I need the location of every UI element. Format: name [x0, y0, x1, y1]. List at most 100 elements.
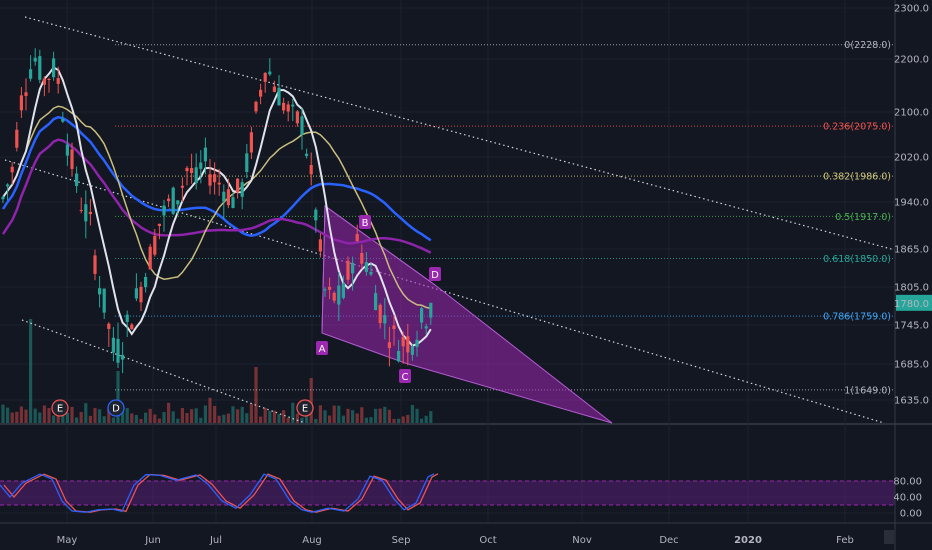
volume-bar [102, 416, 106, 423]
pattern-point-marker [429, 267, 441, 281]
price-tick-label: 1940.0 [894, 198, 929, 209]
candle-body [231, 197, 235, 208]
candle-body [383, 315, 387, 324]
volume-bar [10, 412, 14, 423]
candle-body [75, 173, 79, 186]
fib-level-label: 0.618(1850.0) [823, 254, 891, 265]
volume-bar [410, 405, 414, 423]
volume-bar [300, 417, 304, 423]
time-tick-label: Oct [479, 535, 496, 546]
candle-body [84, 204, 88, 222]
volume-bar [24, 409, 28, 423]
candle-body [360, 252, 364, 264]
volume-bar [374, 408, 378, 423]
volume-bar [240, 406, 244, 423]
volume-bar [56, 410, 60, 423]
volume-bar [295, 413, 299, 423]
candle-body [130, 324, 134, 330]
volume-bar [194, 408, 198, 423]
volume-bar [314, 418, 318, 423]
volume-bar [88, 415, 92, 423]
volume-bar [180, 407, 184, 423]
candle-body [346, 260, 350, 280]
event-marker [107, 399, 125, 417]
candle-body [157, 223, 161, 226]
stochastic-band [0, 481, 895, 505]
candle-body [277, 87, 281, 106]
time-tick-label: Nov [572, 535, 592, 546]
candle-body [300, 116, 304, 135]
fib-level-label: 0.786(1759.0) [823, 312, 891, 323]
candle-body [116, 338, 120, 363]
volume-bar [360, 407, 364, 423]
volume-bar [254, 367, 258, 423]
volume-bar [268, 410, 272, 423]
volume-bar [121, 408, 125, 423]
candle-body [213, 174, 217, 183]
candle-body [337, 285, 341, 305]
volume-bar [84, 403, 88, 423]
volume-bar [323, 410, 327, 423]
pattern-point-label: D [431, 270, 439, 281]
candle-body [282, 102, 286, 111]
candle-body [263, 72, 267, 82]
volume-bar [144, 412, 148, 423]
candle-body [328, 286, 332, 290]
volume-bar [93, 408, 97, 423]
oscillator-tick-label: 0.00 [900, 509, 922, 520]
candle-body [355, 234, 359, 241]
volume-bar [309, 378, 313, 423]
fib-level-label: 0(2228.0) [844, 40, 891, 51]
volume-bar [1, 404, 5, 423]
last-price-label: 1780.0 [894, 299, 929, 310]
candle-body [167, 198, 171, 202]
candle-body [56, 78, 60, 84]
volume-bar [272, 410, 276, 423]
stochastic-d-line [3, 473, 439, 513]
volume-bar [341, 415, 345, 423]
candle-body [10, 166, 14, 173]
trend-lines [4, 16, 896, 424]
candle-body [286, 104, 290, 112]
candle-body [314, 209, 318, 221]
candle-body [107, 323, 111, 329]
candle-body [397, 350, 401, 362]
volume-bar [29, 319, 33, 423]
volume-bar [378, 408, 382, 423]
moving-average-white [2, 66, 432, 347]
pattern-point-label: C [402, 372, 409, 383]
price-tick-label: 2020.0 [894, 153, 929, 164]
volume-bar [217, 415, 221, 423]
volume-bar [98, 409, 102, 423]
price-tick-label: 1685.0 [894, 360, 929, 371]
volume-bar [424, 415, 428, 423]
candle-body [24, 92, 28, 96]
candle-body [144, 277, 148, 288]
volume-bar [231, 406, 235, 423]
event-marker [296, 399, 314, 417]
event-marker [51, 399, 69, 417]
volume-bar [167, 402, 171, 423]
volume-bar [369, 417, 373, 423]
pattern-point-label: A [319, 344, 326, 355]
volume-bar [130, 413, 134, 423]
volume-bar [6, 407, 10, 423]
candle-body [79, 210, 83, 212]
fib-level-label: 0.382(1986.0) [823, 172, 891, 183]
candle-body [190, 168, 194, 174]
candle-body [15, 129, 19, 148]
volume-bar [208, 397, 212, 423]
volume-bar [236, 409, 240, 423]
candle-body [194, 167, 198, 184]
moving-averages [1, 66, 432, 347]
volume-bar [153, 414, 157, 423]
moving-average-blue [1, 115, 432, 242]
pattern-point-marker [399, 369, 411, 383]
pattern-edge [321, 205, 436, 334]
volume-bar [263, 407, 267, 423]
volume-bar [134, 415, 138, 423]
volume-bar [199, 417, 203, 423]
candle-body [121, 354, 125, 360]
